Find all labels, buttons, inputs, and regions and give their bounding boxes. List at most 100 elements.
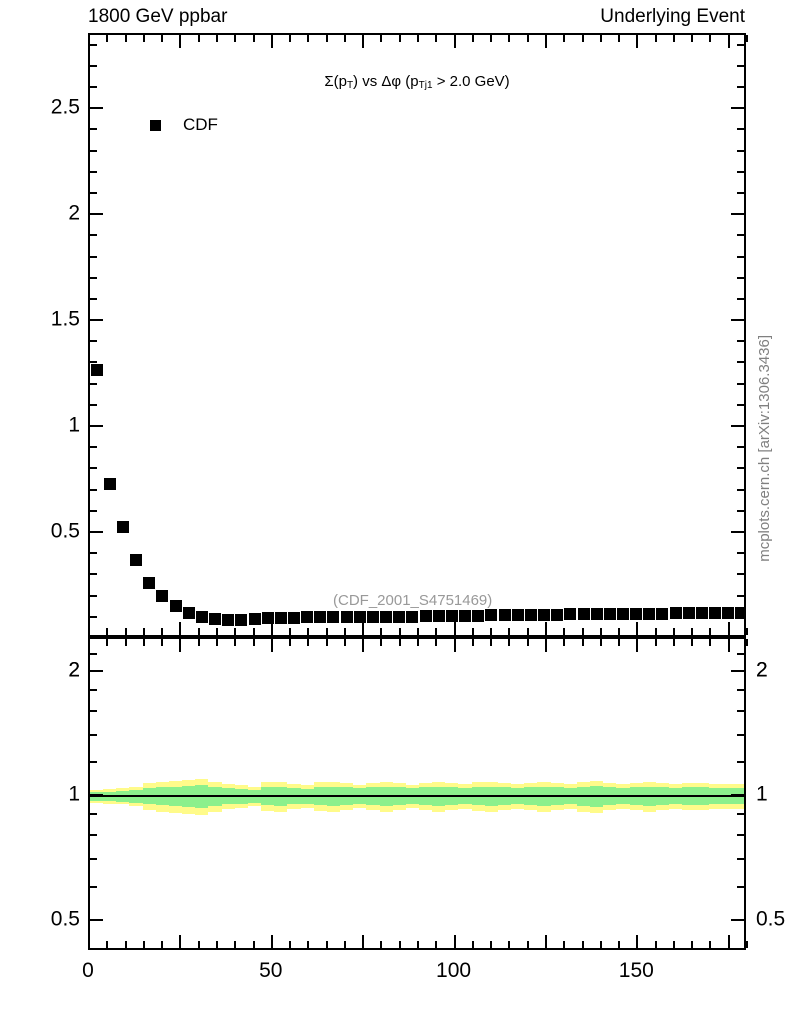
x-tick-ratio (161, 941, 164, 948)
data-point (90, 363, 103, 376)
data-point (182, 606, 195, 619)
x-tick-main (526, 35, 529, 42)
y-tick-ratio (731, 794, 744, 797)
x-tick-main (618, 35, 621, 42)
x-tick-main (88, 35, 90, 48)
y-tick-main (737, 276, 744, 279)
y-axis-label-ratio-right: 2 (756, 658, 768, 682)
data-point (603, 607, 616, 620)
x-tick-main (417, 35, 419, 42)
x-tick-main (197, 628, 200, 635)
y-tick-ratio (90, 834, 97, 837)
legend-marker-cdf (150, 119, 161, 131)
y-tick-ratio (90, 794, 103, 797)
y-tick-main (90, 340, 97, 343)
x-tick-ratio (161, 639, 164, 646)
data-point (314, 611, 327, 624)
x-axis-label: 100 (436, 959, 472, 982)
x-tick-ratio (88, 639, 90, 652)
data-point (656, 607, 669, 620)
x-tick-ratio (435, 941, 438, 948)
y-tick-main (737, 403, 744, 406)
y-tick-main (737, 552, 744, 555)
data-point (130, 553, 143, 566)
x-tick-ratio (270, 935, 273, 948)
main-plot-panel: Σ(pT) vs Δφ (pTj1 > 2.0 GeV) CDF (CDF_20… (88, 33, 746, 637)
x-tick-ratio (234, 639, 237, 646)
y-tick-main (737, 85, 744, 88)
y-tick-ratio-minor (737, 652, 744, 655)
x-tick-ratio (142, 941, 145, 948)
x-tick-main (289, 35, 292, 42)
header-category-label: Underlying Event (600, 6, 745, 27)
y-tick-main (737, 467, 744, 470)
x-tick-main (618, 628, 621, 635)
x-tick-ratio (234, 941, 237, 948)
header-energy-label: 1800 GeV ppbar (88, 6, 228, 27)
x-tick-ratio (417, 639, 419, 646)
data-point (248, 612, 261, 625)
y-tick-main (90, 594, 97, 597)
y-tick-ratio-minor (90, 688, 97, 691)
x-tick-main (142, 35, 145, 42)
data-point (301, 611, 314, 624)
x-tick-main (490, 628, 493, 635)
x-tick-main (453, 35, 456, 48)
x-tick-ratio (691, 941, 694, 948)
x-tick-main (289, 628, 292, 635)
data-point (366, 610, 379, 623)
data-point (222, 613, 235, 626)
x-tick-main (544, 35, 547, 48)
x-tick-main (490, 35, 493, 42)
y-tick-ratio-minor (737, 733, 744, 736)
x-tick-main (161, 35, 164, 42)
y-tick-ratio-minor (737, 688, 744, 691)
y-tick-main (737, 594, 744, 597)
data-point (722, 607, 735, 620)
x-tick-ratio (508, 639, 511, 646)
x-tick-main (581, 628, 584, 635)
x-tick-main (161, 628, 164, 635)
y-tick-main (737, 340, 744, 343)
data-point (287, 611, 300, 624)
x-tick-main (654, 35, 657, 42)
x-tick-ratio (106, 941, 109, 948)
x-tick-main (343, 35, 346, 42)
y-tick-main (731, 637, 744, 639)
data-point (327, 611, 340, 624)
data-point (406, 610, 419, 623)
x-tick-main (727, 622, 730, 635)
y-tick-ratio (90, 669, 103, 672)
x-tick-main (508, 35, 511, 42)
y-tick-main (90, 573, 97, 576)
y-tick-main (737, 297, 744, 300)
x-axis-label: 150 (618, 959, 654, 982)
data-point (511, 609, 524, 622)
data-point (551, 608, 564, 621)
y-axis-label-main: 1.5 (50, 307, 80, 331)
y-tick-main (731, 213, 744, 216)
x-tick-ratio (289, 941, 292, 948)
x-tick-ratio (307, 941, 310, 948)
x-tick-ratio (618, 941, 621, 948)
y-tick-main (737, 382, 744, 385)
data-point (340, 610, 353, 623)
x-tick-ratio (691, 639, 694, 646)
x-tick-ratio (453, 935, 456, 948)
ratio-reference-line (90, 795, 744, 798)
x-tick-ratio (508, 941, 511, 948)
x-tick-ratio (417, 941, 419, 948)
y-tick-main (731, 107, 744, 110)
y-tick-main (737, 149, 744, 152)
title-part-2: ) vs Δφ (p (353, 73, 419, 90)
data-point (143, 576, 156, 589)
x-tick-main (362, 622, 365, 635)
y-tick-main (90, 149, 97, 152)
data-point (209, 612, 222, 625)
y-tick-main (737, 573, 744, 576)
data-point (590, 608, 603, 621)
y-tick-main (737, 361, 744, 364)
data-point (524, 608, 537, 621)
y-tick-ratio-minor (90, 733, 97, 736)
